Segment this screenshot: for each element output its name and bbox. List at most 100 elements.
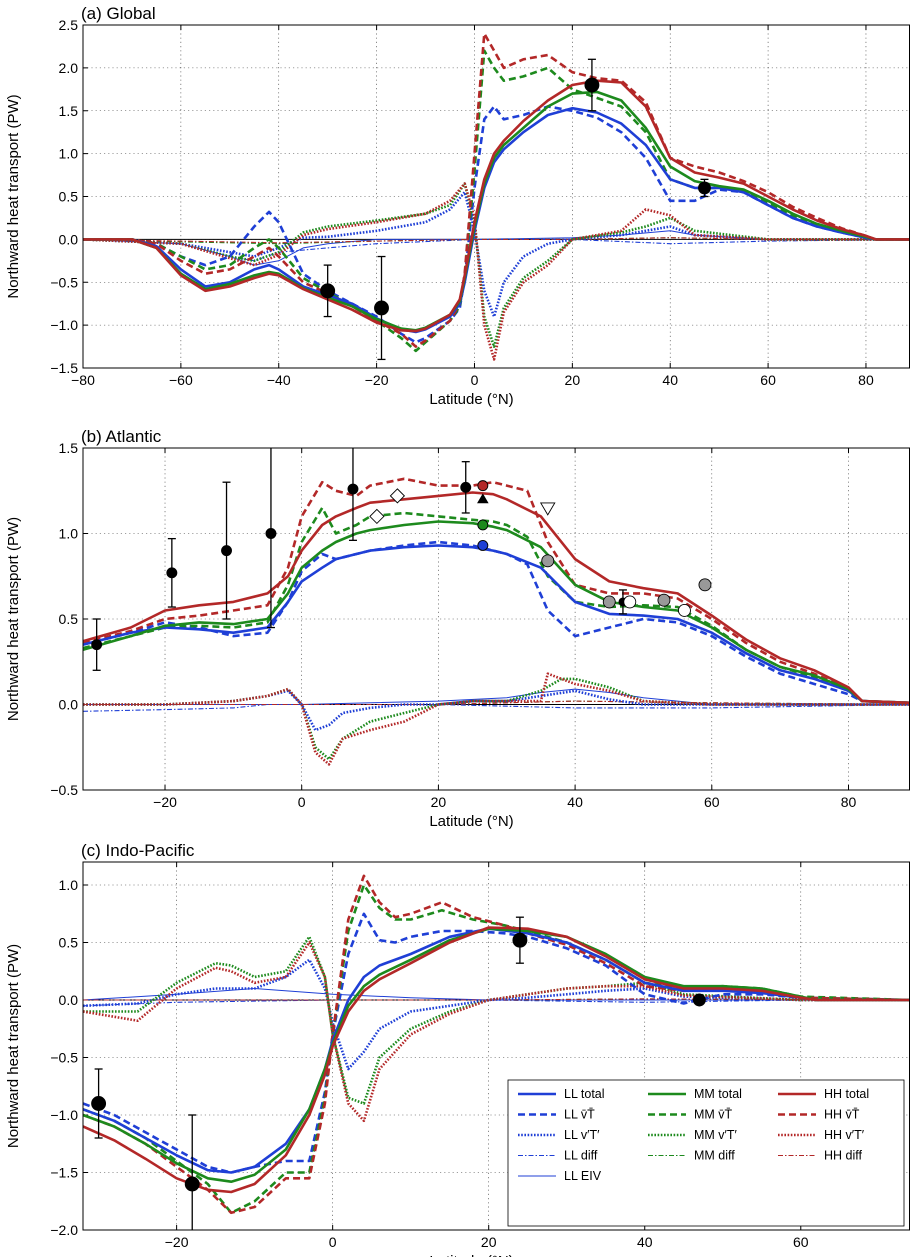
y-tick-label: 1.5 (59, 440, 79, 456)
obs-marker-circle (512, 932, 528, 948)
legend-label: HH v̄T̄ (824, 1108, 860, 1122)
legend-label: LL total (564, 1087, 605, 1101)
obs-marker-triangle-down (539, 502, 556, 516)
x-axis-label: Latitude (°N) (429, 1253, 513, 1257)
series-LL-mean (83, 105, 910, 344)
y-tick-label: 2.5 (59, 17, 79, 33)
obs-marker-circle (541, 554, 555, 568)
legend-label: LL diff (564, 1149, 598, 1163)
x-tick-label: 80 (858, 372, 874, 388)
obs-marker-circle (477, 540, 489, 551)
series-LL-total (83, 544, 910, 705)
y-axis-label: Northward heat transport (PW) (5, 517, 22, 721)
series-HH-eddy (83, 182, 910, 361)
series-MM-mean (83, 883, 910, 1215)
y-tick-label: −0.5 (50, 782, 78, 798)
y-tick-label: −0.5 (50, 1050, 78, 1066)
x-tick-label: 60 (704, 794, 720, 810)
series-LL-mean (83, 912, 910, 1174)
series-LL-total (83, 927, 910, 1174)
series-HH-total (83, 491, 910, 705)
obs-marker-circle (460, 481, 472, 493)
x-tick-label: 60 (793, 1234, 809, 1250)
panel-1: −80 −60 −40 −20 0 20 40 60 80 −1.5 −1.0 −0.5 0.0 0.5 1… (5, 4, 910, 408)
series-LL-eiv (83, 230, 910, 266)
series-MM-total (83, 90, 910, 332)
series-LL-total (83, 106, 910, 334)
x-tick-label: 80 (841, 794, 857, 810)
y-tick-label: −2.0 (50, 1222, 78, 1238)
y-tick-label: 0.5 (59, 189, 79, 205)
y-tick-label: −1.5 (50, 360, 78, 376)
series-HH-mean (83, 32, 910, 348)
obs-marker-circle (692, 993, 706, 1007)
x-tick-label: −20 (165, 1234, 189, 1250)
x-tick-label: −60 (169, 372, 193, 388)
legend-label: MM diff (694, 1149, 735, 1163)
series-LL-eiv (83, 988, 910, 1001)
obs-marker-circle (602, 595, 616, 609)
x-axis-label: Latitude (°N) (429, 813, 513, 830)
y-tick-label: 0.0 (59, 992, 79, 1008)
panel-3: −20 0 20 40 60 −2.0 −1.5 −1.0 −0.5 0.0 0.5 1.0 Latit… (5, 841, 910, 1257)
x-tick-label: 20 (565, 372, 581, 388)
y-axis-label: Northward heat transport (PW) (5, 944, 22, 1148)
x-tick-label: 20 (431, 794, 447, 810)
y-tick-label: 1.0 (59, 877, 79, 893)
y-axis-label: Northward heat transport (PW) (5, 94, 22, 298)
obs-marker-circle (91, 639, 103, 651)
legend-label: MM v̄T̄ (694, 1108, 733, 1122)
series-LL-eddy (83, 689, 910, 732)
y-tick-label: 0.5 (59, 611, 79, 627)
legend-label: HH total (824, 1087, 869, 1101)
legend-label: MM total (694, 1087, 742, 1101)
series-LL-diff (83, 999, 910, 1007)
y-tick-label: 2.0 (59, 60, 79, 76)
legend-label: MM v′T′ (694, 1128, 738, 1142)
x-axis-label: Latitude (°N) (429, 391, 513, 408)
y-tick-label: −1.0 (50, 1107, 78, 1123)
series-HH-eddy (83, 672, 910, 766)
obs-marker-circle (374, 300, 389, 316)
y-tick-label: −1.0 (50, 317, 78, 333)
y-tick-label: 0.0 (59, 697, 79, 713)
series-HH-mean (83, 477, 910, 705)
obs-marker-circle (477, 480, 489, 492)
y-tick-label: 0.0 (59, 231, 79, 247)
series-HH-eddy (83, 941, 910, 1123)
x-tick-label: 0 (471, 372, 479, 388)
series-HH-total (83, 926, 910, 1194)
obs-marker-circle (657, 593, 671, 607)
y-tick-label: 1.0 (59, 526, 79, 542)
x-tick-label: −80 (71, 372, 95, 388)
y-tick-label: 1.0 (59, 146, 79, 162)
series-HH-diff (83, 237, 910, 244)
legend: LL total MM total HH total LL v̄T̄ MM v̄T̄ HH… (507, 1079, 905, 1227)
obs-marker-diamond (369, 508, 385, 525)
panel-title: (a) Global (81, 4, 156, 23)
series-HH-diff (83, 700, 910, 706)
series-LL-eddy (83, 958, 910, 1071)
y-tick-label: 1.5 (59, 103, 79, 119)
obs-marker-triangle-up (477, 493, 489, 504)
x-tick-label: −20 (153, 794, 177, 810)
x-tick-label: −40 (267, 372, 291, 388)
legend-label: LL EIV (564, 1169, 602, 1183)
obs-marker-diamond (389, 488, 406, 504)
y-tick-label: 0.5 (59, 935, 79, 951)
series-MM-total (83, 927, 910, 1183)
obs-marker-circle (698, 578, 712, 592)
obs-marker-circle (623, 595, 637, 609)
x-tick-label: 40 (567, 794, 583, 810)
obs-marker-circle (584, 77, 600, 93)
y-tick-label: −0.5 (50, 274, 78, 290)
legend-label: HH v′T′ (824, 1128, 865, 1142)
obs-marker-circle (347, 483, 359, 495)
series-HH-total (83, 79, 910, 333)
series-HH-mean (83, 874, 910, 1215)
series-LL-mean (83, 540, 910, 705)
x-tick-label: 0 (298, 794, 306, 810)
panel-title: (c) Indo-Pacific (81, 841, 195, 860)
x-tick-label: −20 (365, 372, 389, 388)
